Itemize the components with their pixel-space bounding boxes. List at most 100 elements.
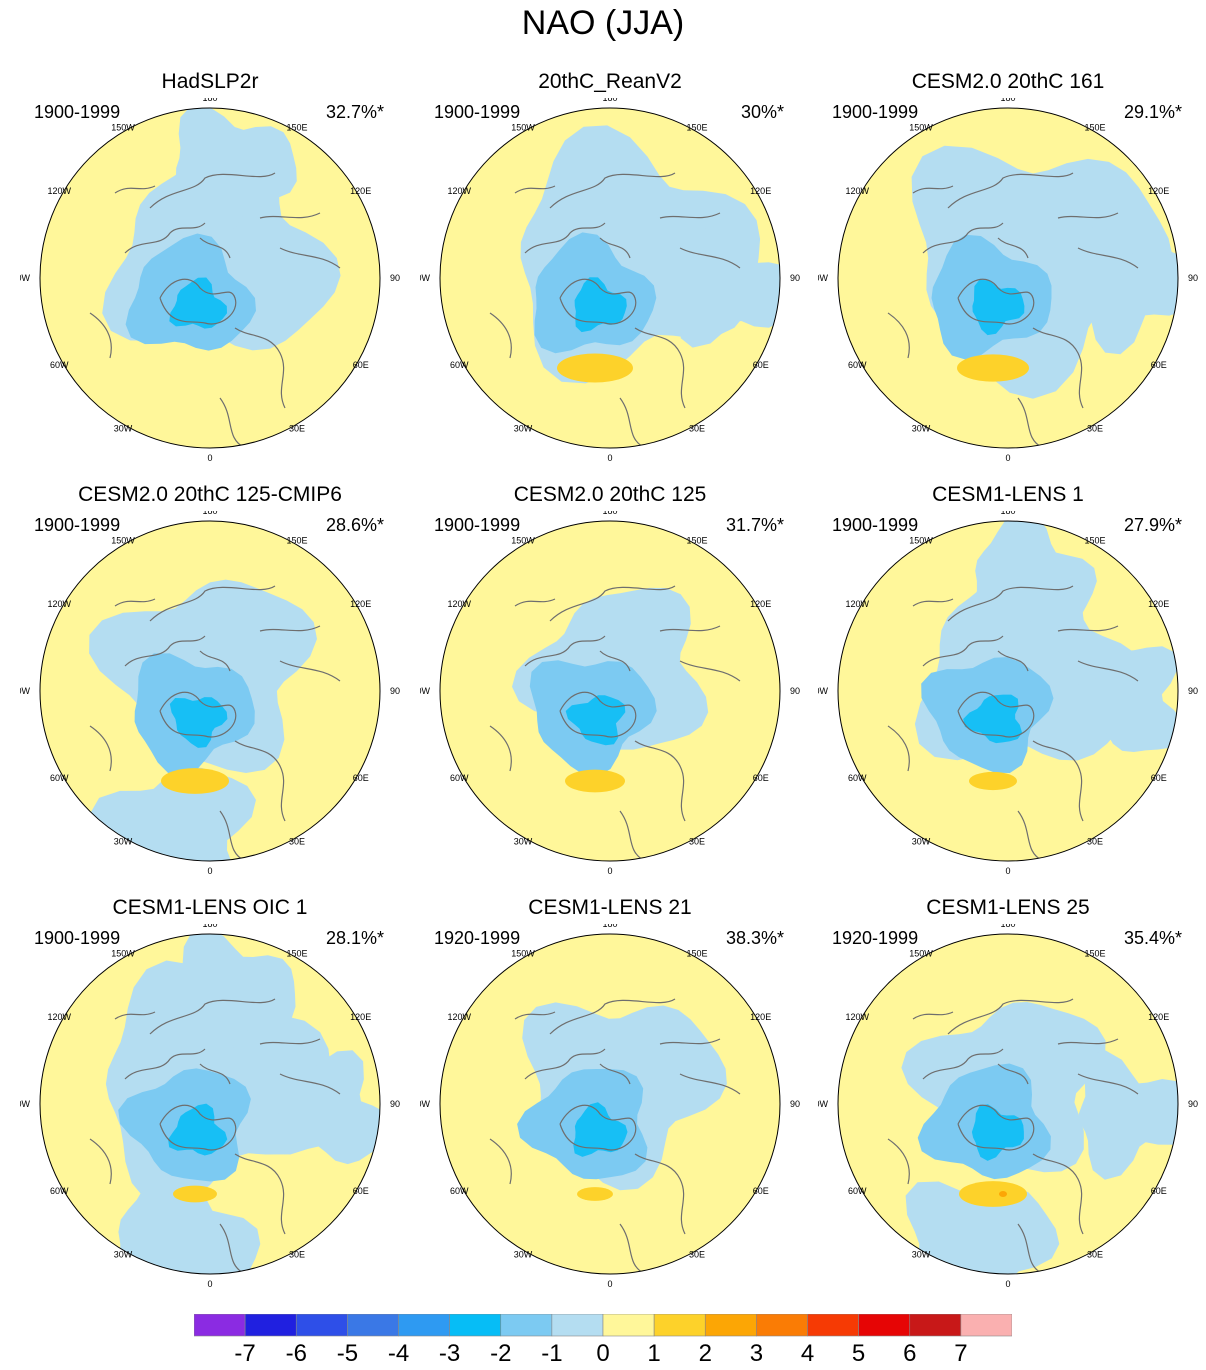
longitude-label: 150W bbox=[511, 535, 535, 545]
colorbar-tick-label: 1 bbox=[647, 1340, 661, 1367]
longitude-label: 180 bbox=[202, 98, 217, 103]
colorbar-tick-label: 2 bbox=[698, 1340, 712, 1367]
longitude-label: 120W bbox=[448, 1012, 472, 1022]
polar-map: 180 150E 120E 90E 60E 30E 0 30W 60W 90W 120W 150W bbox=[20, 511, 400, 876]
longitude-label: 60W bbox=[50, 773, 69, 783]
panel-period: 1900-1999 bbox=[434, 102, 521, 122]
longitude-label: 90W bbox=[420, 686, 430, 696]
panel-variance-percent: 35.4%* bbox=[1123, 928, 1182, 948]
longitude-label: 120E bbox=[350, 1012, 371, 1022]
longitude-label: 120W bbox=[48, 186, 72, 196]
longitude-label: 60E bbox=[1151, 773, 1167, 783]
colorbar-swatch bbox=[295, 1314, 348, 1337]
panel-period: 1900-1999 bbox=[34, 928, 121, 948]
longitude-label: 30W bbox=[912, 424, 931, 434]
longitude-label: 0 bbox=[1005, 1279, 1010, 1289]
map-panel: CESM1-LENS OIC 1 1900-1999 28.1%* 180 150E 12… bbox=[20, 896, 400, 1296]
longitude-label: 90E bbox=[390, 686, 400, 696]
longitude-label: 90E bbox=[390, 273, 400, 283]
panel-period: 1920-1999 bbox=[832, 928, 919, 948]
longitude-label: 60E bbox=[1151, 1186, 1167, 1196]
panel-title: CESM1-LENS 21 bbox=[528, 896, 692, 919]
colorbar-tick-label: -6 bbox=[285, 1340, 307, 1367]
longitude-label: 30E bbox=[1087, 837, 1103, 847]
colorbar-swatch bbox=[756, 1314, 808, 1337]
longitude-label: 30W bbox=[114, 1250, 133, 1260]
longitude-label: 150E bbox=[1084, 948, 1105, 958]
longitude-label: 60W bbox=[450, 773, 469, 783]
longitude-label: 0 bbox=[207, 1279, 212, 1289]
colorbar-tick-label: 5 bbox=[851, 1340, 866, 1367]
longitude-label: 150E bbox=[686, 948, 707, 958]
colorbar bbox=[194, 1314, 1012, 1337]
longitude-label: 60W bbox=[848, 360, 867, 370]
longitude-label: 30W bbox=[912, 837, 931, 847]
longitude-label: 90W bbox=[420, 273, 430, 283]
polar-map: 180 150E 120E 90E 60E 30E 0 30W 60W 90W 120W 150W bbox=[20, 924, 400, 1289]
polar-map: 180 150E 120E 90E 60E 30E 0 30W 60W 90W 120W 150W bbox=[420, 98, 800, 463]
longitude-label: 120W bbox=[846, 599, 870, 609]
colorbar-swatch bbox=[960, 1314, 1012, 1337]
colorbar-swatch bbox=[909, 1314, 962, 1337]
longitude-label: 150W bbox=[111, 948, 135, 958]
colorbar-tick-label: 6 bbox=[903, 1340, 917, 1367]
longitude-label: 150W bbox=[909, 122, 933, 132]
map-panel: CESM1-LENS 1 1900-1999 27.9%* 180 150E 120E 90… bbox=[818, 483, 1198, 883]
longitude-label: 120E bbox=[1148, 1012, 1169, 1022]
longitude-label: 30W bbox=[912, 1250, 931, 1260]
longitude-label: 60W bbox=[50, 1186, 69, 1196]
longitude-label: 150W bbox=[511, 122, 535, 132]
map-panel: CESM2.0 20thC 125-CMIP6 1900-1999 28.6%* 18… bbox=[20, 483, 400, 883]
longitude-label: 0 bbox=[607, 866, 612, 876]
longitude-label: 60E bbox=[753, 773, 769, 783]
panel-variance-percent: 32.7%* bbox=[325, 102, 384, 122]
longitude-label: 150E bbox=[286, 535, 307, 545]
longitude-label: 150W bbox=[111, 122, 135, 132]
longitude-label: 180 bbox=[1000, 924, 1015, 929]
panel-period: 1900-1999 bbox=[832, 515, 919, 535]
colorbar-swatch bbox=[858, 1314, 911, 1337]
longitude-label: 90W bbox=[20, 273, 30, 283]
longitude-label: 0 bbox=[1005, 866, 1010, 876]
longitude-label: 120E bbox=[350, 186, 371, 196]
longitude-label: 120E bbox=[1148, 599, 1169, 609]
colorbar-tick-label: 4 bbox=[800, 1340, 815, 1367]
longitude-label: 120W bbox=[448, 186, 472, 196]
panel-variance-percent: 30%* bbox=[740, 102, 784, 122]
longitude-label: 150E bbox=[286, 122, 307, 132]
longitude-label: 150E bbox=[686, 122, 707, 132]
panel-title: HadSLP2r bbox=[161, 70, 259, 93]
panel-title: CESM2.0 20thC 161 bbox=[911, 70, 1105, 93]
longitude-label: 30E bbox=[289, 837, 305, 847]
colorbar-swatch bbox=[244, 1314, 297, 1337]
polar-map: 180 150E 120E 90E 60E 30E 0 30W 60W 90W 120W 150W bbox=[818, 511, 1198, 876]
colorbar-tick-label: -3 bbox=[438, 1340, 461, 1367]
panel-variance-percent: 29.1%* bbox=[1123, 102, 1182, 122]
longitude-label: 180 bbox=[202, 924, 217, 929]
longitude-label: 90E bbox=[390, 1099, 400, 1109]
longitude-label: 60E bbox=[1151, 360, 1167, 370]
figure-title: NAO (JJA) bbox=[521, 4, 685, 42]
polar-map: 180 150E 120E 90E 60E 30E 0 30W 60W 90W 120W 150W bbox=[818, 924, 1198, 1289]
longitude-label: 120E bbox=[750, 599, 771, 609]
panel-title: CESM1-LENS 25 bbox=[926, 896, 1090, 919]
longitude-label: 180 bbox=[602, 98, 617, 103]
longitude-label: 60W bbox=[450, 360, 469, 370]
map-panel: 20thC_ReanV2 1900-1999 30%* 180 150E 120E 90E 6… bbox=[420, 70, 800, 470]
colorbar-swatch bbox=[704, 1314, 757, 1337]
panel-period: 1900-1999 bbox=[434, 515, 521, 535]
map-panel: CESM1-LENS 25 1920-1999 35.4%* 180 150E 120E 9… bbox=[818, 896, 1198, 1296]
longitude-label: 150E bbox=[1084, 535, 1105, 545]
longitude-label: 180 bbox=[602, 511, 617, 516]
longitude-label: 150E bbox=[286, 948, 307, 958]
longitude-label: 30E bbox=[689, 1250, 705, 1260]
polar-map: 180 150E 120E 90E 60E 30E 0 30W 60W 90W 120W 150W bbox=[420, 924, 800, 1289]
longitude-label: 30W bbox=[514, 1250, 533, 1260]
longitude-label: 150W bbox=[111, 535, 135, 545]
colorbar-swatch bbox=[602, 1314, 655, 1337]
longitude-label: 120W bbox=[448, 599, 472, 609]
longitude-label: 60E bbox=[753, 1186, 769, 1196]
longitude-label: 30W bbox=[114, 837, 133, 847]
longitude-label: 90E bbox=[1188, 273, 1198, 283]
longitude-label: 0 bbox=[1005, 453, 1010, 463]
